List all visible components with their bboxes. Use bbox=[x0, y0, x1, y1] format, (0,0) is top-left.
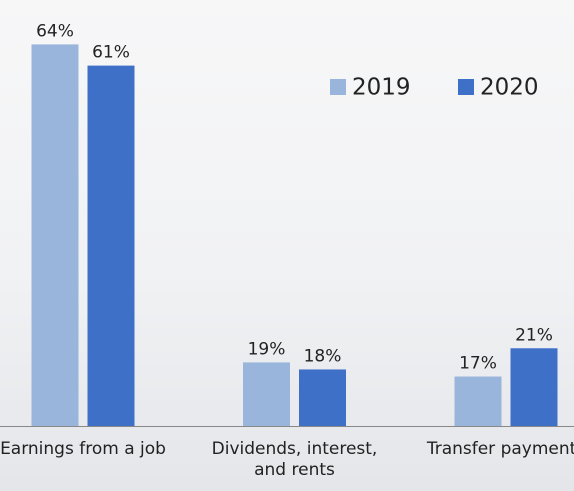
bar bbox=[299, 369, 346, 426]
legend-swatch bbox=[458, 79, 474, 95]
data-label: 19% bbox=[248, 339, 286, 359]
legend-swatch bbox=[330, 79, 346, 95]
bar bbox=[243, 362, 290, 426]
legend-label: 2019 bbox=[352, 75, 411, 101]
x-tick-label: Dividends, interest, and rents bbox=[211, 439, 378, 480]
x-tick-label: Transfer payments bbox=[426, 439, 574, 459]
legend-label: 2020 bbox=[480, 75, 539, 101]
data-label: 17% bbox=[459, 354, 497, 374]
data-label: 21% bbox=[515, 325, 553, 345]
x-tick-label: Earnings from a job bbox=[0, 439, 166, 459]
data-label: 18% bbox=[304, 346, 342, 366]
data-label: 61% bbox=[92, 43, 130, 63]
data-label: 64% bbox=[36, 21, 74, 41]
bar bbox=[31, 44, 79, 427]
bar bbox=[454, 376, 502, 426]
bar bbox=[87, 65, 135, 426]
bar bbox=[510, 348, 558, 426]
